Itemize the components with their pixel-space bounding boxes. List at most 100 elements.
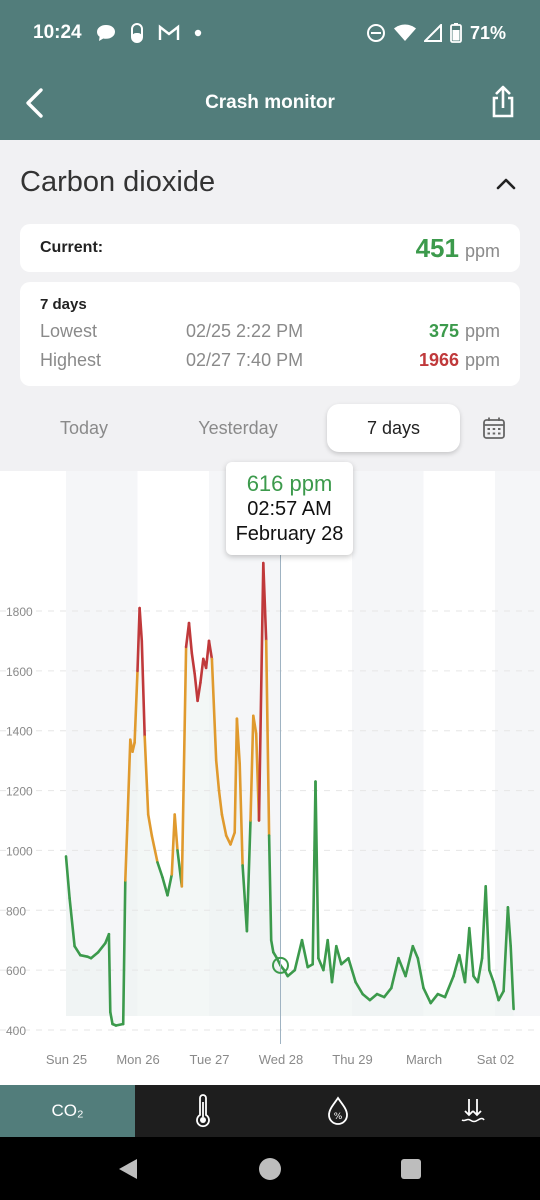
status-bar: 10:24 71% [0,0,540,66]
highest-date: 02/27 7:40 PM [186,350,304,370]
co2-line-chart[interactable]: 400 600 800 1000 1200 1400 1600 1800 Sun 25 Mon 2… [0,471,540,1085]
series-segment [354,980,365,996]
pill-icon [130,23,143,43]
series-segment [140,639,146,739]
humidity-icon: % [327,1096,348,1125]
series-segment [286,968,297,978]
back-arrow-icon[interactable] [22,86,52,120]
tooltip-time: 02:57 AM [247,498,332,520]
series-segment [150,834,159,864]
y-tick-label: 800 [6,904,26,918]
series-segment [68,896,76,948]
series-segment [190,651,196,676]
series-segment [96,941,107,954]
series-segment [416,956,425,990]
thermometer-icon [195,1094,210,1128]
signal-icon [423,24,442,42]
x-tick-label: Tue 27 [190,1052,230,1067]
lowest-label: Lowest [40,321,98,341]
series-segment [207,639,214,661]
chevron-up-icon[interactable] [494,172,518,196]
pressure-tab[interactable] [405,1085,540,1137]
series-segment [124,819,129,882]
current-unit: ppm [464,240,500,261]
lowest-unit: ppm [464,321,500,341]
series-segment [217,789,224,816]
series-segment [180,645,188,888]
x-tick-label: Thu 29 [332,1052,372,1067]
series-segment [506,905,513,948]
series-segment [457,953,467,984]
series-segment [131,741,136,754]
series-segment [269,938,275,954]
series-segment [121,879,127,1026]
y-tick-label: 600 [6,964,26,978]
series-segment [109,1010,114,1026]
y-tick-label: 1200 [6,785,33,799]
series-segment [161,876,169,897]
series-segment [463,926,471,984]
series-segment [64,855,71,900]
sensor-tabs: CO₂ % [0,1085,540,1137]
app-title: Crash monitor [205,92,335,113]
y-tick-label: 400 [6,1024,26,1038]
share-icon[interactable] [488,84,518,120]
x-tick-label: Sat 02 [477,1052,515,1067]
current-label: Current: [40,239,104,256]
series-segment [126,738,132,822]
tab-7-days[interactable]: 7 days [327,404,460,452]
highest-label: Highest [40,350,102,370]
gmail-icon [158,24,179,40]
temperature-tab[interactable] [135,1085,270,1137]
x-tick-label: Wed 28 [259,1052,304,1067]
series-segment [156,861,164,879]
co2-chart[interactable]: 400 600 800 1000 1200 1400 1600 1800 Sun 25 Mon 2… [0,471,540,1085]
series-segment [314,780,320,960]
series-segment [502,905,510,993]
highest-row: Highest 02/27 7:40 PM 1966 ppm [40,350,500,379]
current-value: 451 [415,232,459,263]
series-segment [452,953,461,978]
series-segment [235,717,241,765]
series-segment [267,834,273,942]
nav-back-icon[interactable] [117,1157,139,1181]
series-segment [210,657,218,762]
series-segment [389,956,400,990]
series-segment [443,974,455,999]
series-segment [187,621,194,655]
status-time: 10:24 [33,22,82,43]
lowest-date: 02/25 2:22 PM [186,321,304,341]
section-title: Carbon dioxide [20,166,216,198]
nav-recents-icon[interactable] [400,1158,422,1180]
co2-tab[interactable]: CO₂ [0,1085,135,1137]
series-segment [509,944,515,1011]
y-tick-label: 1800 [6,605,33,619]
series-segment [238,762,244,867]
calendar-icon[interactable] [482,416,506,440]
series-segment [252,714,258,736]
battery-icon [450,23,462,43]
series-segment [293,938,304,972]
svg-text:%: % [333,1112,342,1122]
period-tabs: Today Yesterday 7 days [0,404,540,454]
series-segment [107,932,112,1014]
series-segment [233,717,239,834]
series-segment [245,819,252,933]
tab-yesterday[interactable]: Yesterday [198,418,278,438]
range-card: 7 days Lowest 02/25 2:22 PM 375 ppm High… [20,282,520,386]
series-segment [467,926,475,978]
series-segment [361,992,372,1002]
series-segment [339,956,350,966]
series-segment [422,986,433,1005]
battery-percent: 71% [469,22,506,43]
series-segment [220,813,228,837]
series-segment [330,944,338,984]
nav-home-icon[interactable] [258,1157,282,1181]
humidity-tab[interactable]: % [270,1085,405,1137]
tab-today[interactable]: Today [59,418,109,438]
series-segment [229,831,236,846]
series-segment [196,681,202,703]
x-tick-label: Sun 25 [46,1052,87,1067]
series-segment [249,714,255,822]
area-fill [66,563,514,1026]
